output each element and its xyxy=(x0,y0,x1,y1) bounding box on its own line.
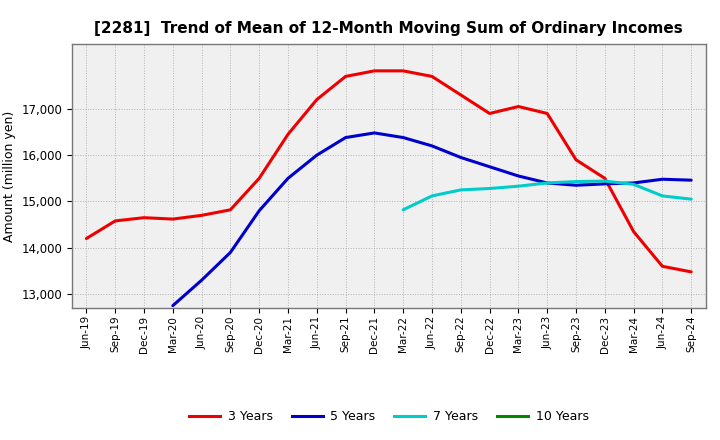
5 Years xyxy=(687,177,696,183)
5 Years xyxy=(428,143,436,149)
3 Years xyxy=(111,218,120,224)
5 Years xyxy=(284,176,292,181)
5 Years xyxy=(370,130,379,136)
3 Years xyxy=(600,176,609,181)
3 Years xyxy=(428,74,436,79)
3 Years xyxy=(543,111,552,116)
3 Years xyxy=(312,97,321,102)
7 Years xyxy=(514,183,523,189)
3 Years xyxy=(687,269,696,275)
7 Years xyxy=(456,187,465,193)
3 Years xyxy=(255,176,264,181)
Title: [2281]  Trend of Mean of 12-Month Moving Sum of Ordinary Incomes: [2281] Trend of Mean of 12-Month Moving … xyxy=(94,21,683,36)
Line: 7 Years: 7 Years xyxy=(403,181,691,210)
Line: 3 Years: 3 Years xyxy=(86,71,691,272)
7 Years xyxy=(399,207,408,213)
5 Years xyxy=(341,135,350,140)
7 Years xyxy=(428,193,436,198)
5 Years xyxy=(312,153,321,158)
5 Years xyxy=(168,303,177,308)
5 Years xyxy=(600,181,609,187)
7 Years xyxy=(658,193,667,198)
5 Years xyxy=(572,183,580,188)
3 Years xyxy=(399,68,408,73)
3 Years xyxy=(572,157,580,162)
3 Years xyxy=(370,68,379,73)
5 Years xyxy=(197,278,206,283)
5 Years xyxy=(658,176,667,182)
3 Years xyxy=(197,213,206,218)
5 Years xyxy=(255,208,264,213)
5 Years xyxy=(399,135,408,140)
7 Years xyxy=(600,179,609,184)
5 Years xyxy=(485,164,494,169)
Legend: 3 Years, 5 Years, 7 Years, 10 Years: 3 Years, 5 Years, 7 Years, 10 Years xyxy=(184,406,593,429)
7 Years xyxy=(485,186,494,191)
5 Years xyxy=(514,173,523,179)
5 Years xyxy=(456,155,465,160)
3 Years xyxy=(341,74,350,79)
3 Years xyxy=(456,92,465,98)
3 Years xyxy=(629,229,638,234)
3 Years xyxy=(140,215,148,220)
Line: 5 Years: 5 Years xyxy=(173,133,691,306)
5 Years xyxy=(543,180,552,186)
3 Years xyxy=(226,207,235,213)
Y-axis label: Amount (million yen): Amount (million yen) xyxy=(3,110,16,242)
3 Years xyxy=(82,236,91,241)
5 Years xyxy=(629,180,638,186)
3 Years xyxy=(284,132,292,137)
3 Years xyxy=(168,216,177,222)
3 Years xyxy=(514,104,523,109)
7 Years xyxy=(543,180,552,186)
5 Years xyxy=(226,250,235,255)
7 Years xyxy=(687,197,696,202)
7 Years xyxy=(629,182,638,187)
7 Years xyxy=(572,179,580,184)
3 Years xyxy=(485,111,494,116)
3 Years xyxy=(658,264,667,269)
